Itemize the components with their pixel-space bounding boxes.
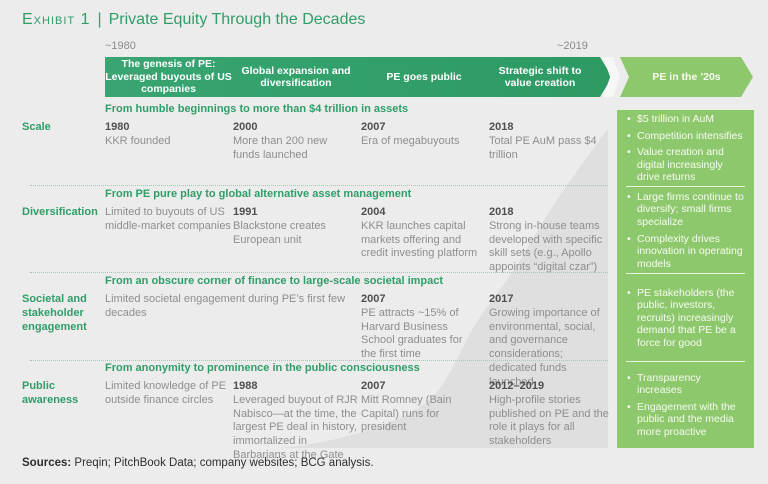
entry-year: 1991	[233, 206, 258, 218]
entry-year: 2007	[361, 380, 386, 392]
row-label-public-awareness: Public awareness	[22, 380, 79, 406]
entry-text: High-profile stories published on PE and…	[489, 393, 609, 447]
row-header-societal-engagement: From an obscure corner of finance to lar…	[105, 275, 444, 287]
entry-text: More than 200 new funds launched	[233, 134, 328, 161]
panel-bullet: Large firms continue to diversify; small…	[627, 191, 746, 229]
timeline-entry: 1980 KKR founded	[105, 121, 223, 149]
row-header-diversification: From PE pure play to global alternative …	[105, 188, 412, 200]
timeline-entry: Limited societal engagement during PE’s …	[105, 293, 357, 321]
entry-text: Era of megabuyouts	[361, 134, 460, 147]
title-text: Private Equity Through the Decades	[108, 11, 366, 28]
entry-text: PE attracts ~15% of Harvard Business Sch…	[361, 306, 463, 360]
timeline-segment-genesis: The genesis of PE: Leveraged buyouts of …	[105, 58, 232, 96]
exhibit-number: Exhibit 1	[22, 11, 91, 28]
timeline-segment-value-creation: Strategic shift to value creation	[498, 64, 582, 89]
row-label-societal-engagement: Societal and stakeholder engagement	[22, 293, 87, 333]
entry-text: Limited to buyouts of US middle-market c…	[105, 206, 231, 232]
timeline-entry: 2007 PE attracts ~15% of Harvard Busines…	[361, 293, 479, 362]
entry-text: Mitt Romney (Bain Capital) runs for pres…	[361, 393, 452, 434]
entry-text: Blackstone creates European unit	[233, 219, 326, 246]
panel-section-societal-engagement: PE stakeholders (the public, investors, …	[617, 274, 754, 362]
sources-text: Preqin; PitchBook Data; company websites…	[71, 457, 374, 469]
page-title: Exhibit 1 | Private Equity Through the Dec…	[22, 11, 365, 29]
entry-year: 2017	[489, 293, 514, 305]
panel-bullet: Transparency increases	[627, 372, 746, 397]
entry-text: KKR launches capital markets offering an…	[361, 219, 478, 260]
sources-line: Sources: Preqin; PitchBook Data; company…	[22, 457, 374, 469]
timeline-entry: 2000 More than 200 new funds launched	[233, 121, 355, 162]
timeline-start-label: ~1980	[105, 40, 136, 52]
timeline-entry: 1988 Leveraged buyout of RJR Nabisco—at …	[233, 380, 359, 463]
panel-section-scale: $5 trillion in AuM Competition intensifi…	[617, 110, 754, 187]
panel-bullet: $5 trillion in AuM	[627, 113, 746, 126]
panel-bullet: Complexity drives innovation in operatin…	[627, 233, 746, 271]
row-header-public-awareness: From anonymity to prominence in the publ…	[105, 362, 420, 374]
title-separator: |	[97, 11, 102, 28]
timeline-entry: Limited to buyouts of US middle-market c…	[105, 206, 231, 234]
pe-in-the-20s-panel: $5 trillion in AuM Competition intensifi…	[617, 110, 754, 448]
row-label-scale: Scale	[22, 121, 51, 133]
panel-section-diversification: Large firms continue to diversify; small…	[617, 187, 754, 274]
aum-growth-curve	[278, 129, 608, 448]
panel-bullet: PE stakeholders (the public, investors, …	[627, 287, 746, 350]
entry-text: Limited knowledge of PE outside finance …	[105, 380, 227, 406]
timeline-entry: 2012–2019 High-profile stories published…	[489, 380, 609, 449]
timeline-entry: 2018 Strong in-house teams developed wit…	[489, 206, 611, 275]
row-label-diversification: Diversification	[22, 206, 98, 218]
timeline-segment-global-expansion: Global expansion and diversification	[241, 64, 351, 89]
timeline-segment-pe-goes-public: PE goes public	[386, 70, 462, 83]
timeline-entry: 2007 Era of megabuyouts	[361, 121, 487, 149]
row-divider	[30, 272, 608, 273]
entry-year: 2018	[489, 206, 514, 218]
entry-text: Limited societal engagement during PE’s …	[105, 293, 346, 319]
sources-label: Sources:	[22, 457, 72, 469]
entry-text: Total PE AuM pass $4 trillion	[489, 134, 597, 161]
entry-text: Growing importance of environmental, soc…	[489, 306, 600, 388]
panel-bullet: Engagement with the public and the media…	[627, 401, 746, 439]
entry-year: 2000	[233, 121, 258, 133]
entry-year: 2007	[361, 121, 386, 133]
entry-year: 1980	[105, 121, 130, 133]
entry-year: 2004	[361, 206, 386, 218]
row-header-scale: From humble beginnings to more than $4 t…	[105, 103, 409, 115]
timeline-entry: 2004 KKR launches capital markets offeri…	[361, 206, 489, 261]
entry-text: KKR founded	[105, 134, 171, 147]
entry-text: Leveraged buyout of RJR Nabisco—at the t…	[233, 393, 358, 461]
timeline-entry: 2007 Mitt Romney (Bain Capital) runs for…	[361, 380, 487, 435]
row-divider	[30, 185, 608, 186]
entry-year: 1988	[233, 380, 258, 392]
timeline-entry: Limited knowledge of PE outside finance …	[105, 380, 227, 408]
timeline-arrow: The genesis of PE: Leveraged buyouts of …	[105, 57, 612, 97]
entry-year: 2007	[361, 293, 386, 305]
panel-section-public-awareness: Transparency increases Engagement with t…	[617, 362, 754, 448]
arrow-gap-chevron	[603, 57, 620, 97]
panel-bullet: Competition intensifies	[627, 130, 746, 143]
timeline-entry: 2018 Total PE AuM pass $4 trillion	[489, 121, 607, 162]
timeline-entry: 1991 Blackstone creates European unit	[233, 206, 355, 247]
timeline-segment-pe-in-the-20s: PE in the ’20s	[620, 57, 753, 97]
entry-year: 2018	[489, 121, 514, 133]
entry-text: Strong in-house teams developed with spe…	[489, 219, 603, 273]
entry-year: 2012–2019	[489, 380, 545, 392]
timeline-entry: 2017 Growing importance of environmental…	[489, 293, 613, 389]
panel-bullet: Value creation and digital increasingly …	[627, 146, 746, 184]
timeline-end-label: ~2019	[557, 40, 588, 52]
row-divider	[30, 360, 608, 361]
